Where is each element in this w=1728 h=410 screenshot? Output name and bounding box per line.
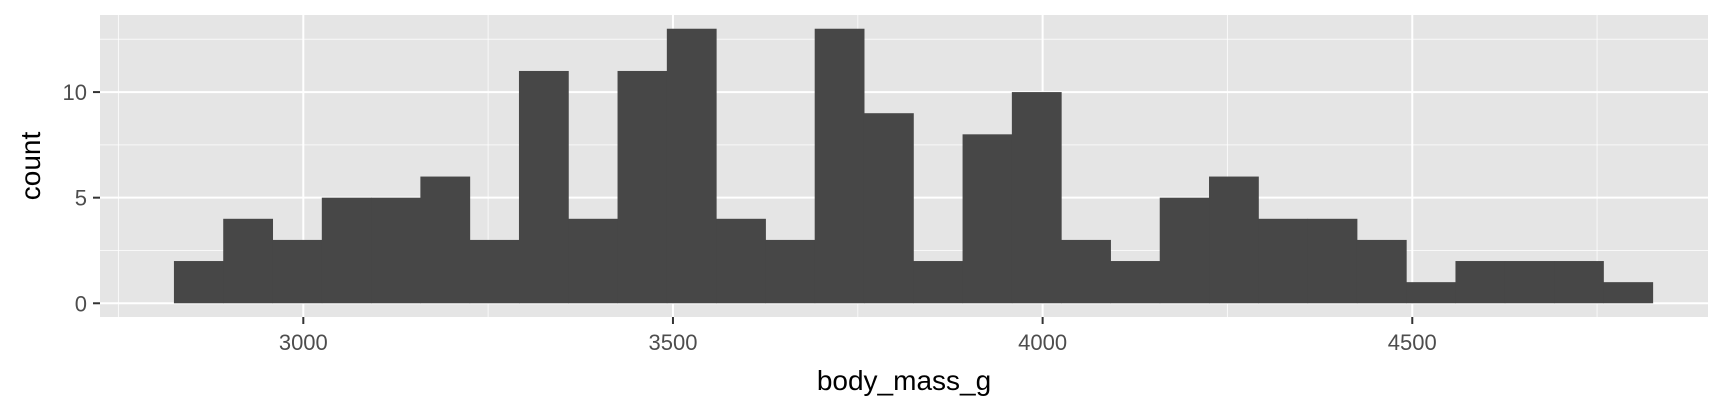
axis-ticks xyxy=(93,91,1414,324)
tick-labels: 3000 3500 4000 4500 0 5 10 xyxy=(63,80,1437,355)
histogram-bar xyxy=(223,218,274,304)
y-tick-label: 5 xyxy=(75,186,87,211)
histogram-bar xyxy=(173,261,224,304)
histogram-bar xyxy=(469,239,520,304)
histogram-bar xyxy=(1061,239,1111,304)
histogram-bar xyxy=(1406,282,1456,304)
histogram-bar xyxy=(1110,261,1161,304)
histogram-bar xyxy=(814,28,865,304)
histogram-bar xyxy=(1455,261,1506,304)
histogram-bar xyxy=(420,176,471,304)
histogram-bar xyxy=(1011,92,1062,304)
histogram-bar xyxy=(1554,261,1604,304)
histogram-bar xyxy=(1603,282,1654,304)
histogram-bars xyxy=(173,28,1654,304)
histogram-bar xyxy=(1356,239,1407,304)
x-tick-label: 4000 xyxy=(1018,330,1067,355)
histogram-bar xyxy=(1258,218,1309,304)
x-tick-label: 3000 xyxy=(279,330,328,355)
histogram-bar xyxy=(765,239,816,304)
y-axis-title: count xyxy=(15,132,46,201)
histogram-bar xyxy=(518,70,569,304)
histogram-bar xyxy=(1504,261,1555,304)
histogram-bar xyxy=(913,261,964,304)
x-tick-label: 4500 xyxy=(1388,330,1437,355)
histogram-bar xyxy=(568,218,619,304)
histogram-bar xyxy=(716,218,766,304)
histogram-bar xyxy=(1209,176,1259,304)
histogram-bar xyxy=(371,197,421,304)
x-tick-label: 3500 xyxy=(648,330,697,355)
histogram-bar xyxy=(1159,197,1210,304)
y-tick-label: 10 xyxy=(63,80,87,105)
histogram-bar xyxy=(666,28,717,304)
x-axis-title: body_mass_g xyxy=(817,365,991,396)
histogram-bar xyxy=(863,113,914,304)
y-tick-label: 0 xyxy=(75,291,87,316)
histogram-bar xyxy=(1307,218,1358,304)
histogram-bar xyxy=(962,134,1013,304)
histogram-bar xyxy=(272,239,323,304)
histogram-bar xyxy=(617,70,668,304)
histogram-bar xyxy=(321,197,372,304)
